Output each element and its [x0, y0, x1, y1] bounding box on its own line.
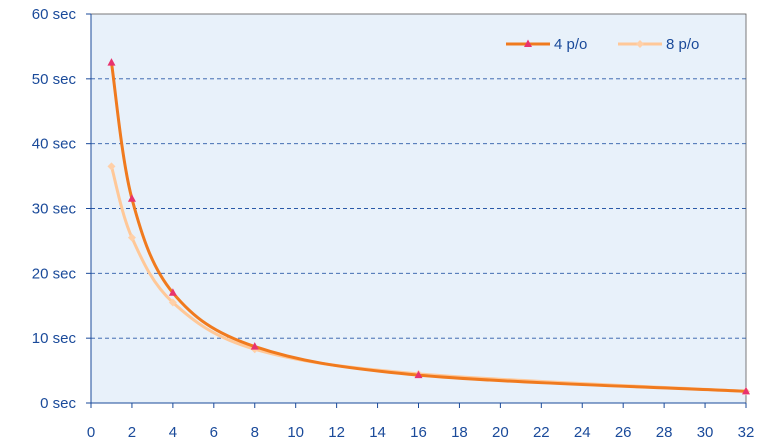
y-tick-label: 0 sec: [40, 395, 76, 412]
x-tick-label: 14: [369, 424, 386, 441]
x-tick-label: 2: [128, 424, 136, 441]
data-point-marker: [107, 58, 116, 66]
legend-marker: [524, 39, 532, 47]
y-tick-label: 40 sec: [32, 136, 77, 153]
data-point-marker: [742, 386, 750, 395]
legend-label: 8 p/o: [666, 36, 699, 53]
series-group: [107, 58, 750, 396]
x-tick-label: 12: [328, 424, 345, 441]
data-point-marker: [168, 298, 177, 307]
x-tick-label: 0: [87, 424, 95, 441]
x-tick-label: 10: [287, 424, 304, 441]
data-point-marker: [250, 342, 259, 350]
x-tick-label: 28: [656, 424, 673, 441]
y-tick-label: 10 sec: [32, 330, 77, 347]
x-tick-labels: 0 2 4 6 8 10 12 14 16 18 20 22 24 26 28 30 32: [87, 403, 755, 441]
x-tick-label: 18: [451, 424, 468, 441]
data-point-marker: [414, 370, 423, 379]
x-tick-label: 6: [210, 424, 218, 441]
legend-label: 4 p/o: [554, 36, 587, 53]
y-tick-label: 30 sec: [32, 201, 77, 218]
x-tick-label: 30: [697, 424, 714, 441]
legend: 4 p/o 8 p/o: [506, 36, 699, 53]
y-tick-label: 50 sec: [32, 71, 77, 88]
legend-marker: [636, 40, 644, 48]
data-point-marker: [127, 233, 136, 242]
y-tick-labels: 0 sec 10 sec 20 sec 30 sec 40 sec 50 sec 60 se…: [32, 6, 91, 412]
y-tick-label: 60 sec: [32, 6, 77, 23]
x-tick-label: 8: [251, 424, 259, 441]
y-tick-label: 20 sec: [32, 265, 77, 282]
data-point-marker: [107, 162, 116, 171]
data-point-marker: [127, 194, 136, 202]
x-tick-label: 26: [615, 424, 632, 441]
x-tick-label: 22: [533, 424, 550, 441]
x-tick-label: 32: [738, 424, 755, 441]
x-tick-label: 4: [169, 424, 177, 441]
x-tick-label: 16: [410, 424, 427, 441]
x-tick-label: 24: [574, 424, 591, 441]
plot-area: [90, 13, 747, 404]
x-tick-label: 20: [492, 424, 509, 441]
series-line-1: [109, 61, 748, 393]
data-point-marker: [168, 288, 177, 296]
